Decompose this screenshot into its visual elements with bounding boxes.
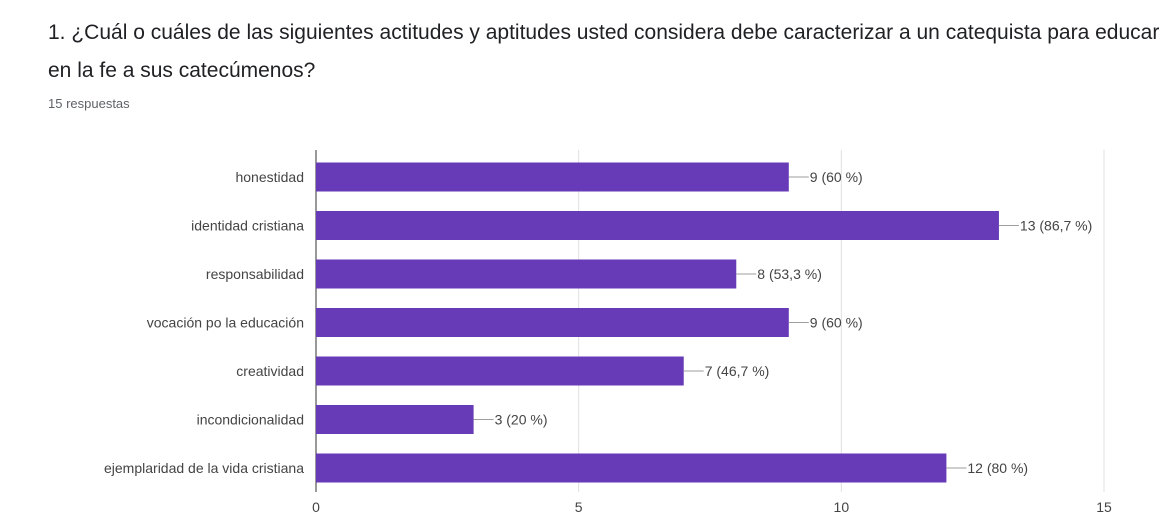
bar xyxy=(316,211,999,240)
bar xyxy=(316,308,789,337)
data-label: 12 (80 %) xyxy=(967,460,1028,476)
bars xyxy=(316,162,999,483)
data-label: 13 (86,7 %) xyxy=(1020,218,1092,234)
question-title: 1. ¿Cuál o cuáles de las siguientes acti… xyxy=(48,21,1160,82)
bar xyxy=(316,259,737,289)
x-axis-ticks: 0 5 10 15 xyxy=(312,499,1112,515)
data-label: 9 (60 %) xyxy=(810,315,863,331)
x-tick-label: 10 xyxy=(834,499,850,515)
response-count: 15 respuestas xyxy=(48,96,130,111)
data-label: 3 (20 %) xyxy=(495,412,548,428)
bar xyxy=(316,453,947,483)
x-tick-label: 0 xyxy=(312,499,320,515)
category-label: vocación po la educación xyxy=(147,315,304,331)
x-tick-label: 15 xyxy=(1096,499,1112,515)
category-label: responsabilidad xyxy=(206,266,304,282)
value-labels: 9 (60 %) 13 (86,7 %) 8 (53,3 %) 9 (60 %) 7 (… xyxy=(473,169,1092,476)
data-label: 7 (46,7 %) xyxy=(705,363,770,379)
x-tick-label: 5 xyxy=(575,499,583,515)
bar xyxy=(316,162,789,192)
category-label: ejemplaridad de la vida cristiana xyxy=(104,460,304,476)
category-label: honestidad xyxy=(235,169,304,185)
category-label: incondicionalidad xyxy=(197,412,304,428)
category-label: identidad cristiana xyxy=(191,218,304,234)
data-label: 9 (60 %) xyxy=(810,169,863,185)
bar xyxy=(316,405,474,434)
data-label: 8 (53,3 %) xyxy=(757,266,822,282)
category-label: creatividad xyxy=(236,363,304,379)
bar xyxy=(316,356,684,386)
category-labels: honestidad identidad cristiana responsabil… xyxy=(104,169,304,476)
